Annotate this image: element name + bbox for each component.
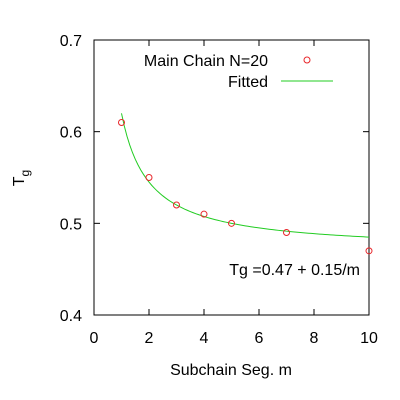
legend: Main Chain N=20 Fitted <box>144 53 333 91</box>
legend-marker-main-chain <box>303 56 311 64</box>
x-tick-label-1: 2 <box>145 330 154 347</box>
y-tick-label-3: 0.7 <box>60 33 82 50</box>
y-axis-title: Tg <box>11 170 32 186</box>
y-tick-label-0: 0.4 <box>60 308 82 325</box>
data-point-2 <box>173 201 180 209</box>
y-axis-title-main: T <box>11 176 28 186</box>
x-axis-title: Subchain Seg. m <box>170 362 292 379</box>
x-tick-label-4: 8 <box>310 330 319 347</box>
data-point-3 <box>200 210 208 218</box>
data-point-4 <box>228 219 235 227</box>
fitted-curve <box>121 113 370 238</box>
y-tick-label-1: 0.5 <box>60 216 82 233</box>
x-tick-label-0: 0 <box>90 330 99 347</box>
data-point-5 <box>283 229 290 236</box>
axis-ticks: 0 2 4 6 8 10 0.4 0.5 0.6 0.7 <box>60 33 378 347</box>
data-points-layer <box>118 119 373 255</box>
legend-label-main-chain: Main Chain N=20 <box>144 53 268 70</box>
fitted-line-layer <box>121 113 370 238</box>
data-point-0 <box>118 119 125 126</box>
y-tick-label-2: 0.6 <box>60 125 82 142</box>
plot-frame <box>93 39 370 316</box>
fit-equation-annotation: Tg =0.47 + 0.15/m <box>229 262 360 279</box>
data-point-1 <box>145 174 153 181</box>
x-tick-label-3: 6 <box>255 330 264 347</box>
y-axis-title-subscript: g <box>18 170 32 177</box>
legend-label-fitted: Fitted <box>228 74 268 91</box>
data-point-6 <box>365 247 373 255</box>
x-tick-label-2: 4 <box>200 330 209 347</box>
x-tick-label-5: 10 <box>360 330 378 347</box>
